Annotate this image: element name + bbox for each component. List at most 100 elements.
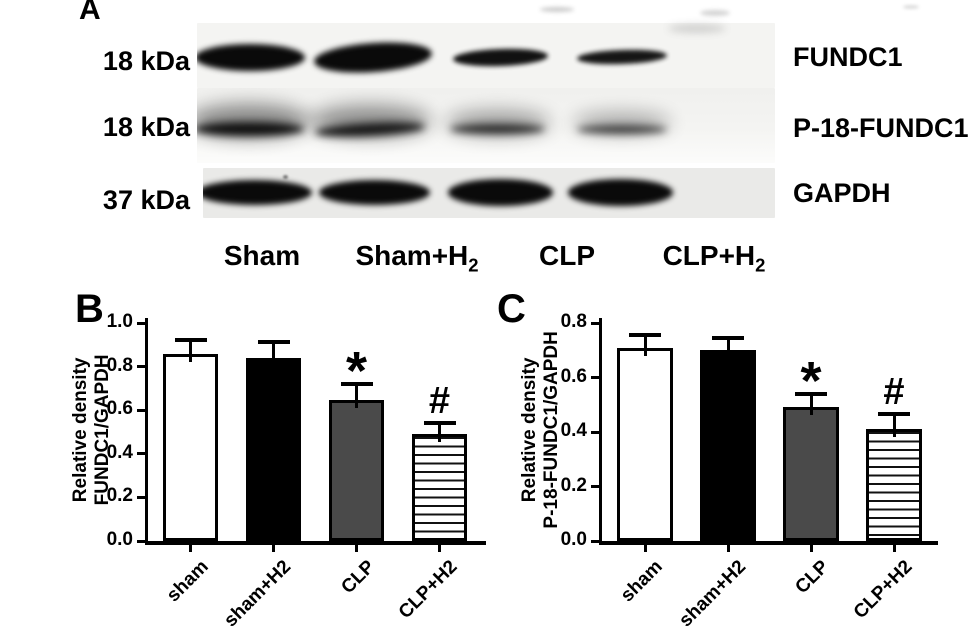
protein-band <box>313 38 434 76</box>
y-tick-label: 0.8 <box>106 354 133 376</box>
significance-asterisk: * <box>800 350 822 411</box>
error-bar-stem <box>272 341 275 366</box>
significance-asterisk: * <box>345 341 368 402</box>
error-bar-cap <box>629 333 661 338</box>
y-tick <box>137 321 145 325</box>
FUNDC1-blot-strip <box>197 23 775 88</box>
error-bar-stem <box>809 393 813 416</box>
y-tick <box>137 408 145 412</box>
y-tick-label: 0.4 <box>560 420 587 441</box>
y-tick <box>591 539 599 543</box>
protein-band <box>567 178 674 206</box>
y-tick <box>591 321 599 325</box>
P-18-FUNDC1-blot-strip <box>197 88 775 163</box>
y-tick-label: 0.0 <box>106 529 133 550</box>
panel-c-label: C <box>497 287 526 331</box>
x-tick <box>189 545 192 552</box>
y-tick <box>137 495 145 499</box>
x-tick <box>643 545 647 552</box>
error-bar-cap <box>174 338 207 343</box>
GAPDH-blot-strip <box>203 168 775 218</box>
error-bar-stem <box>643 335 647 356</box>
x-category-label: sham+H2 <box>675 556 751 631</box>
x-axis <box>145 541 486 545</box>
protein-band <box>315 119 426 139</box>
y-tick <box>137 365 145 369</box>
error-bar-stem <box>726 337 730 359</box>
blot-artifact <box>903 5 919 9</box>
y-tick-label: 0.6 <box>106 398 133 420</box>
y-tick <box>591 485 599 488</box>
mw-label-fundc1: 18 kDa <box>102 46 190 76</box>
y-tick-label: 0.0 <box>560 529 587 550</box>
significance-hash: # <box>428 380 451 423</box>
y-tick-label: 0.8 <box>560 311 587 332</box>
y-axis-title: Relative density FUNDC1/GAPDH <box>70 354 113 506</box>
x-tick <box>726 545 730 552</box>
x-category-label: CLP <box>791 556 834 599</box>
x-category-label: sham+H2 <box>220 556 296 631</box>
lane-label-clp-h2: CLP+H2 <box>662 240 766 276</box>
x-tick <box>438 545 441 552</box>
y-tick-label: 0.4 <box>106 441 133 463</box>
error-bar-stem <box>438 423 441 443</box>
protein-band <box>309 105 432 137</box>
lane-label-sham: Sham <box>223 240 301 271</box>
bar-CLP+H2 <box>866 429 922 541</box>
error-bar-stem <box>355 384 358 409</box>
y-axis <box>599 318 602 545</box>
protein-label-gapdh: GAPDH <box>793 178 891 208</box>
panel-b-label: B <box>75 287 104 331</box>
error-bar-cap <box>423 421 456 426</box>
protein-band <box>572 112 671 134</box>
x-tick <box>355 545 358 552</box>
x-tick <box>892 545 896 552</box>
bar-sham <box>617 347 673 541</box>
protein-band <box>318 179 431 205</box>
protein-band <box>203 179 312 205</box>
error-bar-stem <box>892 414 896 438</box>
mw-label-gapdh: 37 kDa <box>102 185 190 215</box>
x-axis <box>599 541 938 545</box>
bar-CLP+H2 <box>412 434 467 541</box>
bar-sham <box>163 353 218 541</box>
protein-label-p18-fundc1: P-18-FUNDC1 <box>793 113 969 143</box>
protein-label-fundc1: FUNDC1 <box>793 42 903 72</box>
lane-label-sham-h2: Sham+H2 <box>355 240 479 276</box>
panel-a-label: A <box>79 0 101 26</box>
y-axis <box>145 318 148 545</box>
y-tick <box>591 430 599 434</box>
protein-band <box>197 122 304 136</box>
protein-band <box>452 46 549 68</box>
y-tick <box>137 539 145 543</box>
x-category-label: sham <box>617 556 668 607</box>
error-bar-stem <box>189 340 192 362</box>
y-tick-label: 0.6 <box>560 365 587 387</box>
error-bar-cap <box>795 391 827 396</box>
protein-band <box>197 43 306 71</box>
protein-band <box>445 110 550 136</box>
y-axis-title: Relative density P-18-FUNDC1/GAPDH <box>519 331 562 529</box>
protein-band <box>449 124 546 134</box>
bar-CLP <box>329 400 384 541</box>
protein-band <box>197 104 310 138</box>
bar-sham+H2 <box>700 350 756 541</box>
error-bar-cap <box>340 382 373 387</box>
bar-CLP <box>783 407 839 541</box>
blot-artifact <box>668 24 726 33</box>
lane-label-clp: CLP <box>539 240 595 271</box>
blot-artifact <box>283 175 288 179</box>
y-tick-label: 0.2 <box>106 485 133 507</box>
blot-artifact <box>540 7 574 12</box>
blot-artifact <box>700 10 730 16</box>
y-tick-label: 0.2 <box>560 474 587 496</box>
x-category-label: CLP <box>336 556 379 599</box>
error-bar-cap <box>878 412 910 417</box>
x-category-label: sham <box>162 556 213 607</box>
mw-label-p18-fundc1: 18 kDa <box>102 112 190 142</box>
error-bar-cap <box>257 339 290 344</box>
